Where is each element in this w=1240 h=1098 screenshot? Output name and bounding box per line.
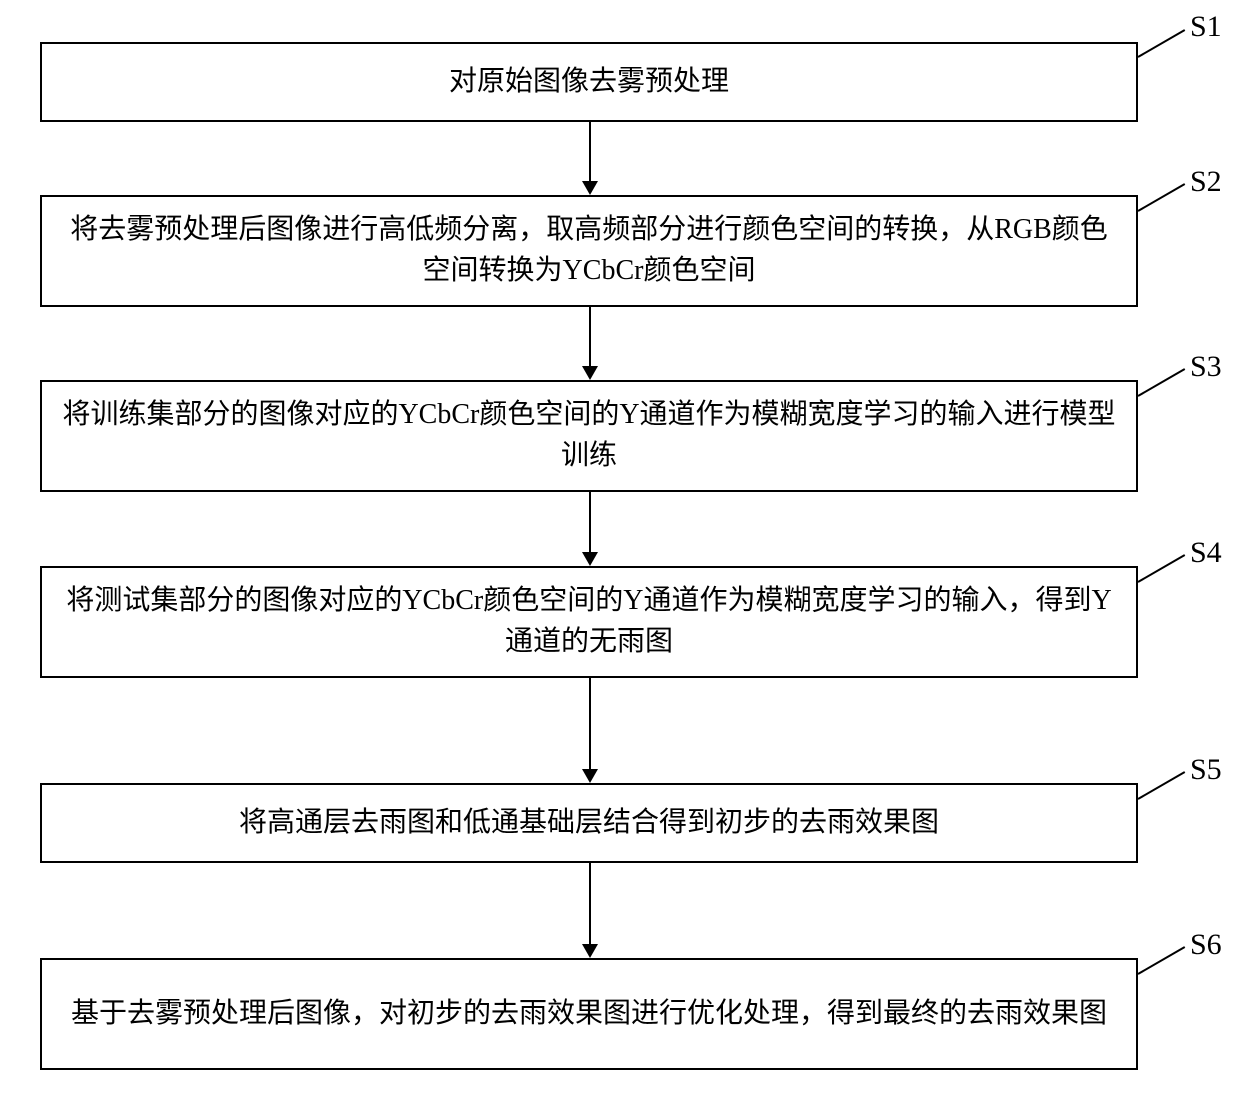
arrowhead-4-5 bbox=[582, 769, 598, 783]
arrowhead-3-4 bbox=[582, 552, 598, 566]
label-line-s2 bbox=[1138, 183, 1186, 212]
step-box-s6: 基于去雾预处理后图像，对初步的去雨效果图进行优化处理，得到最终的去雨效果图 bbox=[40, 958, 1138, 1070]
label-line-s4 bbox=[1138, 554, 1186, 583]
step-box-s5: 将高通层去雨图和低通基础层结合得到初步的去雨效果图 bbox=[40, 783, 1138, 863]
connector-2-3 bbox=[589, 307, 591, 366]
step-box-s3: 将训练集部分的图像对应的YCbCr颜色空间的Y通道作为模糊宽度学习的输入进行模型… bbox=[40, 380, 1138, 492]
step-label-s6: S6 bbox=[1190, 928, 1222, 962]
step-label-s4: S4 bbox=[1190, 536, 1222, 570]
step-text-s2: 将去雾预处理后图像进行高低频分离，取高频部分进行颜色空间的转换，从RGB颜色空间… bbox=[62, 210, 1116, 291]
step-box-s2: 将去雾预处理后图像进行高低频分离，取高频部分进行颜色空间的转换，从RGB颜色空间… bbox=[40, 195, 1138, 307]
step-label-s1: S1 bbox=[1190, 10, 1222, 44]
step-label-s5: S5 bbox=[1190, 753, 1222, 787]
step-text-s5: 将高通层去雨图和低通基础层结合得到初步的去雨效果图 bbox=[239, 803, 939, 844]
label-line-s1 bbox=[1138, 29, 1186, 58]
label-line-s6 bbox=[1138, 946, 1186, 975]
arrowhead-5-6 bbox=[582, 944, 598, 958]
step-text-s1: 对原始图像去雾预处理 bbox=[449, 62, 729, 103]
connector-1-2 bbox=[589, 122, 591, 181]
flowchart-canvas: 对原始图像去雾预处理 将去雾预处理后图像进行高低频分离，取高频部分进行颜色空间的… bbox=[0, 0, 1240, 1098]
step-box-s4: 将测试集部分的图像对应的YCbCr颜色空间的Y通道作为模糊宽度学习的输入，得到Y… bbox=[40, 566, 1138, 678]
arrowhead-1-2 bbox=[582, 181, 598, 195]
label-line-s5 bbox=[1138, 771, 1186, 800]
label-line-s3 bbox=[1138, 368, 1186, 397]
step-box-s1: 对原始图像去雾预处理 bbox=[40, 42, 1138, 122]
step-label-s2: S2 bbox=[1190, 165, 1222, 199]
step-label-s3: S3 bbox=[1190, 350, 1222, 384]
arrowhead-2-3 bbox=[582, 366, 598, 380]
connector-5-6 bbox=[589, 863, 591, 944]
step-text-s4: 将测试集部分的图像对应的YCbCr颜色空间的Y通道作为模糊宽度学习的输入，得到Y… bbox=[62, 581, 1116, 662]
step-text-s6: 基于去雾预处理后图像，对初步的去雨效果图进行优化处理，得到最终的去雨效果图 bbox=[71, 994, 1107, 1035]
step-text-s3: 将训练集部分的图像对应的YCbCr颜色空间的Y通道作为模糊宽度学习的输入进行模型… bbox=[62, 395, 1116, 476]
connector-3-4 bbox=[589, 492, 591, 552]
connector-4-5 bbox=[589, 678, 591, 769]
